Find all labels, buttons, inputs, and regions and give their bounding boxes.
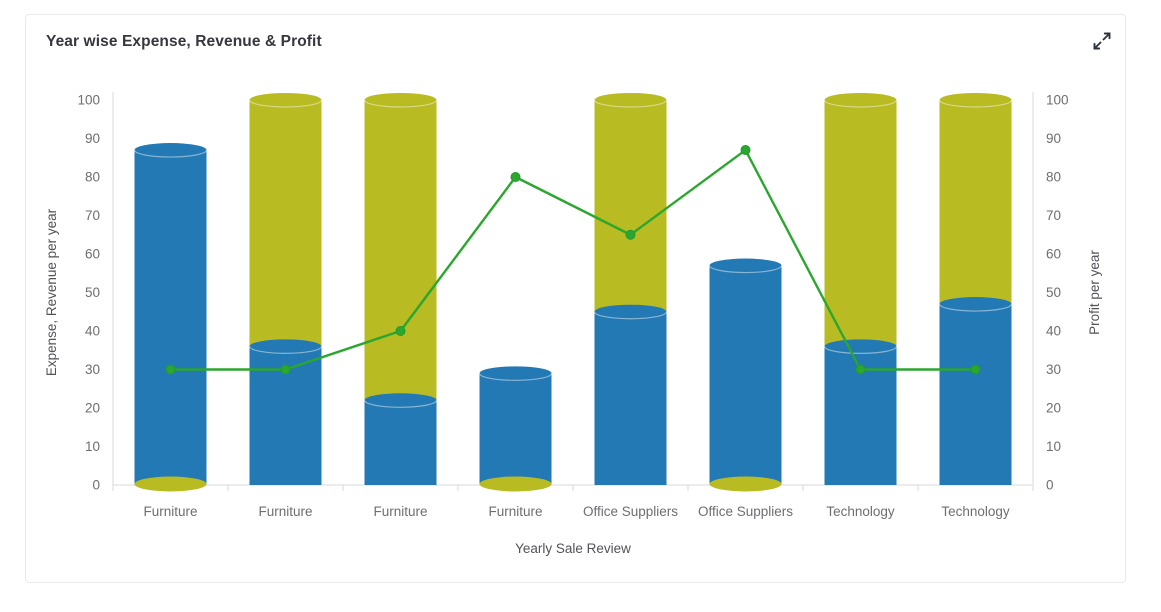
y-axis-right-tick-label: 50: [1046, 285, 1061, 300]
y-axis-right-tick-label: 0: [1046, 478, 1054, 493]
x-axis-category-label: Office Suppliers: [583, 504, 678, 519]
expense-segment: [939, 304, 1012, 485]
profit-marker-7[interactable]: [970, 364, 981, 375]
x-axis-category-label: Furniture: [488, 504, 542, 519]
y-axis-left-title: Expense, Revenue per year: [44, 208, 59, 376]
cylinder-top: [364, 93, 437, 107]
cylinder-rim-highlight: [938, 303, 1013, 312]
y-axis-right-tick-label: 70: [1046, 208, 1061, 223]
profit-marker-3[interactable]: [510, 172, 521, 182]
bar-furniture-1[interactable]: [248, 93, 323, 485]
cylinder-rim-highlight: [708, 265, 783, 274]
cylinder-top: [594, 304, 667, 319]
cylinder-top: [824, 339, 897, 354]
y-axis-right-tick-label: 60: [1046, 247, 1061, 262]
bar-furniture-2[interactable]: [363, 93, 438, 485]
y-axis-left-tick-label: 60: [85, 247, 100, 262]
bar-technology-7[interactable]: [938, 93, 1013, 485]
profit-marker-5[interactable]: [740, 145, 751, 156]
cylinder-top: [594, 93, 667, 107]
cylinder-rim-highlight: [938, 99, 1013, 108]
y-axis-left-tick-label: 40: [85, 324, 100, 339]
page-title: Year wise Expense, Revenue & Profit: [46, 33, 322, 50]
chart-card: Year wise Expense, Revenue & Profit 0 0 10…: [25, 14, 1126, 583]
expand-button[interactable]: [1091, 31, 1113, 53]
expense-segment: [364, 400, 437, 485]
cylinder-top: [824, 93, 897, 107]
cylinder-rim-highlight: [593, 311, 668, 320]
y-axis-right-tick-label: 80: [1046, 170, 1061, 185]
y-axis-left-tick-label: 70: [85, 208, 100, 223]
chart-canvas: 0 0 10 10 20 20 30 30 40 40 50 50 60 60 70 70 80 80 90 90 10…: [44, 92, 1102, 556]
y-axis-left-tick-label: 80: [85, 170, 100, 185]
y-axis-left-tick-label: 20: [85, 401, 100, 416]
cylinder-rim-highlight: [363, 99, 438, 108]
y-axis-right-tick-label: 100: [1046, 93, 1069, 108]
cylinder-top: [709, 258, 782, 273]
y-axis-right-tick-label: 30: [1046, 362, 1061, 377]
revenue-zero-base-ellipse: [134, 476, 207, 492]
revenue-zero-base-ellipse: [709, 476, 782, 492]
y-axis-left-tick-label: 0: [92, 478, 100, 493]
profit-line: [169, 148, 977, 371]
cylinder-rim-highlight: [133, 149, 208, 158]
profit-marker-6[interactable]: [855, 364, 866, 375]
y-axis-left-tick-label: 50: [85, 285, 100, 300]
bar-furniture-0[interactable]: [133, 143, 208, 492]
x-axis-title: Yearly Sale Review: [515, 541, 631, 556]
y-axis-left-tick-label: 90: [85, 131, 100, 146]
y-axis-left-tick-label: 100: [77, 93, 100, 108]
cylinder-rim-highlight: [248, 99, 323, 108]
cylinder-top: [479, 366, 552, 381]
x-axis-category-label: Furniture: [373, 504, 427, 519]
bar-technology-6[interactable]: [823, 93, 898, 485]
expense-segment: [709, 265, 782, 485]
profit-marker-2[interactable]: [395, 326, 406, 336]
cylinder-rim-highlight: [593, 99, 668, 108]
y-axis-right-tick-label: 10: [1046, 439, 1061, 454]
cylinder-top: [939, 93, 1012, 107]
expense-segment: [479, 373, 552, 485]
cylinder-rim-highlight: [248, 346, 323, 354]
y-axis-right-tick-label: 90: [1046, 131, 1061, 146]
profit-marker-1[interactable]: [280, 364, 291, 375]
profit-marker-4[interactable]: [625, 229, 636, 240]
y-axis-left-tick-label: 10: [85, 439, 100, 454]
revenue-zero-base-ellipse: [479, 476, 552, 492]
expense-segment: [594, 311, 667, 485]
profit-marker-0[interactable]: [165, 364, 176, 375]
cylinder-top: [364, 393, 437, 408]
cylinder-rim-highlight: [823, 99, 898, 108]
x-axis-category-label: Technology: [826, 504, 895, 519]
cylinder-top: [134, 143, 207, 158]
bar-office-suppliers-5[interactable]: [708, 258, 783, 492]
y-axis-right-title: Profit per year: [1087, 250, 1102, 335]
expand-arrows-icon: [1093, 32, 1111, 50]
expense-segment: [134, 150, 207, 486]
y-axis-right-tick-label: 40: [1046, 324, 1061, 339]
x-axis-category-label: Technology: [941, 504, 1010, 519]
cylinder-top: [939, 297, 1012, 312]
cylinder-top: [249, 93, 322, 107]
x-axis-category-label: Furniture: [143, 504, 197, 519]
cylinder-rim-highlight: [363, 400, 438, 408]
y-axis-left-tick-label: 30: [85, 362, 100, 377]
x-axis-category-label: Furniture: [258, 504, 312, 519]
x-axis-category-label: Office Suppliers: [698, 504, 793, 519]
cylinder-rim-highlight: [478, 373, 553, 381]
bar-furniture-3[interactable]: [478, 366, 553, 492]
cylinder-top: [249, 339, 322, 354]
y-axis-right-tick-label: 20: [1046, 401, 1061, 416]
cylinder-rim-highlight: [823, 346, 898, 354]
bar-office-suppliers-4[interactable]: [593, 93, 668, 485]
